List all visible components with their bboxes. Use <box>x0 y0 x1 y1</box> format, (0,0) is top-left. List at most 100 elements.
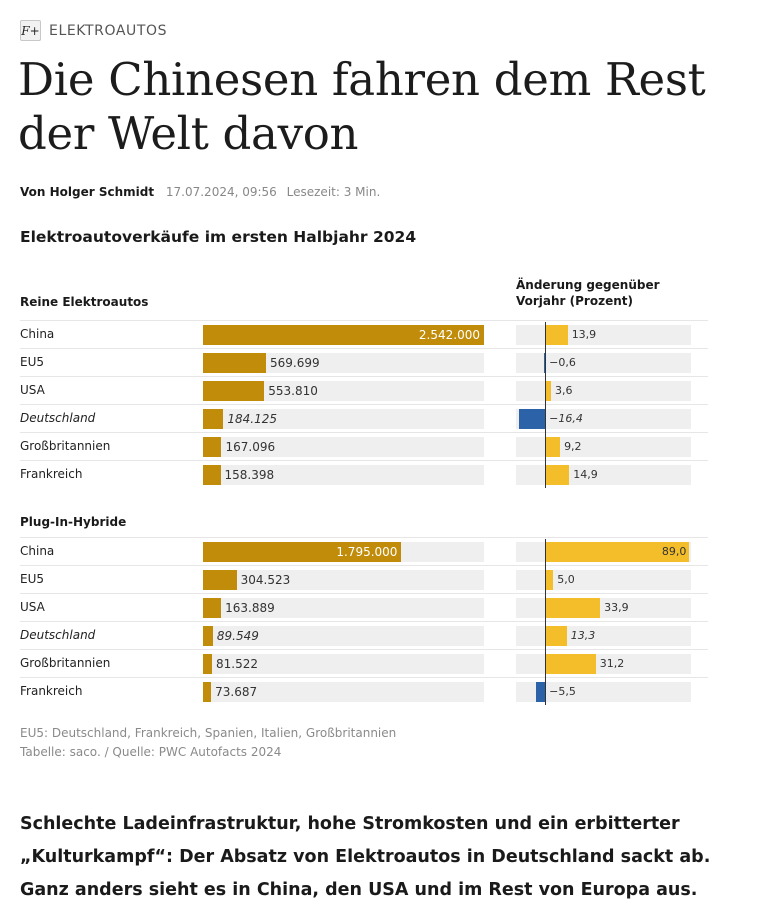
reading-time: Lesezeit: 3 Min. <box>286 185 381 199</box>
country-label: China <box>20 327 55 341</box>
country-label: USA <box>20 383 45 397</box>
change-value: 13,3 <box>570 629 596 642</box>
sales-value: 167.096 <box>225 440 276 454</box>
change-bar <box>545 626 567 646</box>
change-value: 5,0 <box>557 573 575 586</box>
sales-bar <box>203 654 212 674</box>
table-row: Frankreich 73.687 −5,5 <box>20 677 708 706</box>
sales-value: 158.398 <box>224 468 275 482</box>
sales-bar <box>203 353 266 373</box>
change-value: 3,6 <box>555 384 573 397</box>
sales-value: 81.522 <box>216 657 258 671</box>
kicker-label[interactable]: ELEKTROAUTOS <box>49 22 168 39</box>
sales-track: 73.687 <box>203 682 484 702</box>
sales-track: 158.398 <box>203 465 484 485</box>
change-track: 3,6 <box>516 381 691 401</box>
sales-value: 304.523 <box>240 573 291 587</box>
sales-bar <box>203 465 221 485</box>
sales-bar <box>203 409 224 429</box>
change-track: 31,2 <box>516 654 691 674</box>
sales-track: 2.542.000 <box>203 325 484 345</box>
sales-track: 1.795.000 <box>203 542 484 562</box>
country-label: Großbritannien <box>20 656 111 670</box>
sales-track: 304.523 <box>203 570 484 590</box>
change-track: 9,2 <box>516 437 691 457</box>
byline: Von Holger Schmidt 17.07.2024, 09:56 Les… <box>20 185 380 199</box>
country-label: Deutschland <box>20 411 96 425</box>
country-label: China <box>20 544 55 558</box>
country-label: Frankreich <box>20 467 83 481</box>
change-bar <box>544 353 546 373</box>
chart-title: Elektroautoverkäufe im ersten Halbjahr 2… <box>20 228 417 246</box>
sales-bar <box>203 682 212 702</box>
change-track: −0,6 <box>516 353 691 373</box>
change-value: −0,6 <box>549 356 576 369</box>
change-track: 14,9 <box>516 465 691 485</box>
chart-note-eu5: EU5: Deutschland, Frankreich, Spanien, I… <box>20 726 397 740</box>
publish-date: 17.07.2024, 09:56 <box>165 185 277 199</box>
sales-bar <box>203 570 237 590</box>
sales-track: 81.522 <box>203 654 484 674</box>
change-track: 5,0 <box>516 570 691 590</box>
sales-track: 89.549 <box>203 626 484 646</box>
author[interactable]: Von Holger Schmidt <box>20 185 155 199</box>
change-value: −5,5 <box>549 685 576 698</box>
headline: Die Chinesen fahren dem Rest der Welt da… <box>18 53 706 160</box>
change-value: 89,0 <box>661 545 687 558</box>
sales-bar <box>203 381 265 401</box>
table-row: USA 553.810 3,6 <box>20 376 708 405</box>
change-bar <box>545 465 570 485</box>
country-label: Frankreich <box>20 684 83 698</box>
change-bar <box>545 325 568 345</box>
change-bar <box>545 570 554 590</box>
article-lead: Schlechte Ladeinfrastruktur, hohe Stromk… <box>20 814 711 900</box>
table-row: EU5 569.699 −0,6 <box>20 348 708 377</box>
sales-track: 569.699 <box>203 353 484 373</box>
sales-value: 163.889 <box>225 601 275 615</box>
country-label: Deutschland <box>20 628 96 642</box>
fplus-icon: F+ <box>20 20 41 41</box>
country-label: EU5 <box>20 355 44 369</box>
change-value: 33,9 <box>604 601 629 614</box>
sales-value: 89.549 <box>216 629 259 643</box>
table-row: China 1.795.000 89,0 <box>20 537 708 566</box>
country-label: USA <box>20 600 45 614</box>
sales-value: 1.795.000 <box>336 545 398 559</box>
table-row: Großbritannien 81.522 31,2 <box>20 649 708 678</box>
change-zero-line <box>545 322 547 488</box>
change-track: −16,4 <box>516 409 691 429</box>
change-bar <box>545 437 561 457</box>
sales-track: 184.125 <box>203 409 484 429</box>
change-track: 33,9 <box>516 598 691 618</box>
sales-bar <box>203 626 213 646</box>
change-bar <box>545 542 690 562</box>
change-bar <box>545 381 551 401</box>
change-bar <box>545 654 596 674</box>
sales-bar <box>203 542 402 562</box>
table-row: China 2.542.000 13,9 <box>20 320 708 349</box>
table-row: Deutschland 89.549 13,3 <box>20 621 708 650</box>
sales-track: 167.096 <box>203 437 484 457</box>
table-row: Deutschland 184.125 −16,4 <box>20 404 708 433</box>
change-track: −5,5 <box>516 682 691 702</box>
country-label: EU5 <box>20 572 44 586</box>
sales-value: 569.699 <box>269 356 320 370</box>
change-track: 89,0 <box>516 542 691 562</box>
sales-bar <box>203 325 484 345</box>
table-row: Großbritannien 167.096 9,2 <box>20 432 708 461</box>
change-bar <box>518 409 546 429</box>
change-value: 14,9 <box>573 468 598 481</box>
change-value: 13,9 <box>571 328 597 341</box>
change-track: 13,9 <box>516 325 691 345</box>
group-title: Reine Elektroautos <box>20 295 149 309</box>
table-row: EU5 304.523 5,0 <box>20 565 708 594</box>
group-title: Plug-In-Hybride <box>20 515 127 529</box>
sales-track: 163.889 <box>203 598 484 618</box>
country-label: Großbritannien <box>20 439 111 453</box>
sales-value: 73.687 <box>215 685 258 699</box>
change-value: 31,2 <box>599 657 625 670</box>
sales-value: 184.125 <box>227 412 277 426</box>
sales-track: 553.810 <box>203 381 484 401</box>
table-row: Frankreich 158.398 14,9 <box>20 460 708 489</box>
change-track: 13,3 <box>516 626 691 646</box>
